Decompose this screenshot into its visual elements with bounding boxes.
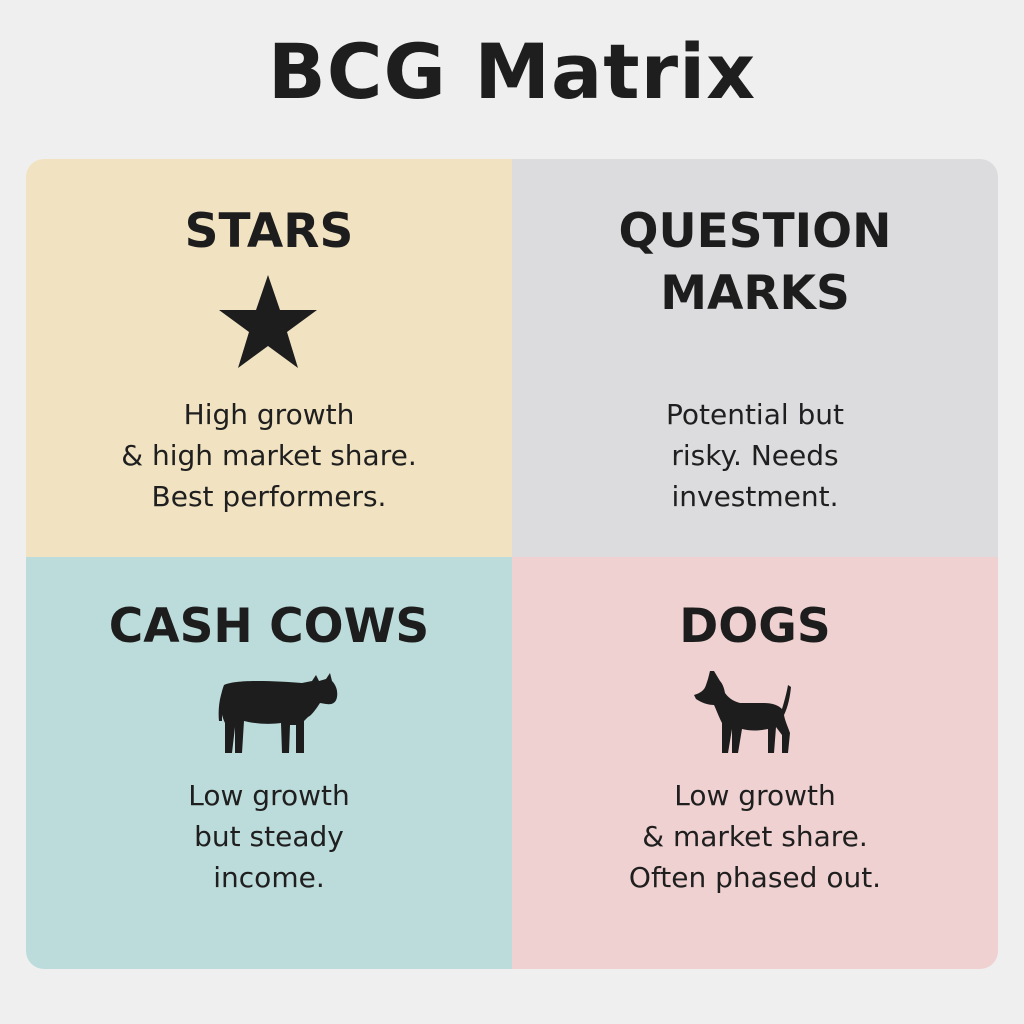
quadrant-label-cash-cows: CASH COWS — [108, 599, 430, 654]
quadrant-description-cash-cows: Low growth but steady income. — [188, 779, 350, 894]
dog-icon — [694, 671, 791, 753]
cow-icon — [218, 673, 338, 753]
quadrant-description-stars: High growth & high market share. Best pe… — [121, 398, 417, 513]
quadrant-cash-cows: CASH COWS Low growth but steady income. — [26, 557, 512, 969]
quadrant-description-question-marks: Potential but risky. Needs investment. — [665, 398, 845, 513]
quadrant-stars: STARS High growth & high market share. B… — [26, 159, 512, 557]
quadrant-dogs: DOGS Low growth & market share. Often ph… — [512, 557, 998, 969]
quadrant-label-dogs: DOGS — [679, 599, 831, 654]
quadrant-label-stars: STARS — [184, 204, 354, 259]
page-title: BCG Matrix — [267, 27, 757, 116]
quadrant-question-marks: QUESTION MARKS Potential but risky. Need… — [512, 159, 998, 557]
quadrant-label-question-marks: QUESTION MARKS — [618, 204, 892, 321]
quadrant-description-dogs: Low growth & market share. Often phased … — [628, 779, 882, 894]
star-icon — [219, 275, 317, 368]
bcg-matrix: STARS High growth & high market share. B… — [26, 159, 998, 969]
